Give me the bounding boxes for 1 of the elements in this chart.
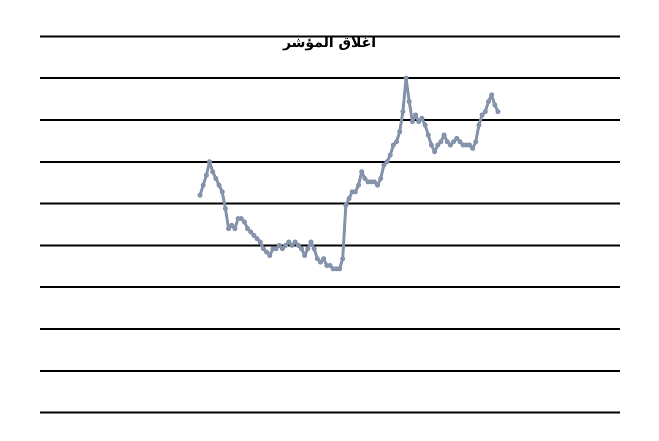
chart-title: اغلاق المؤشر	[282, 34, 376, 51]
